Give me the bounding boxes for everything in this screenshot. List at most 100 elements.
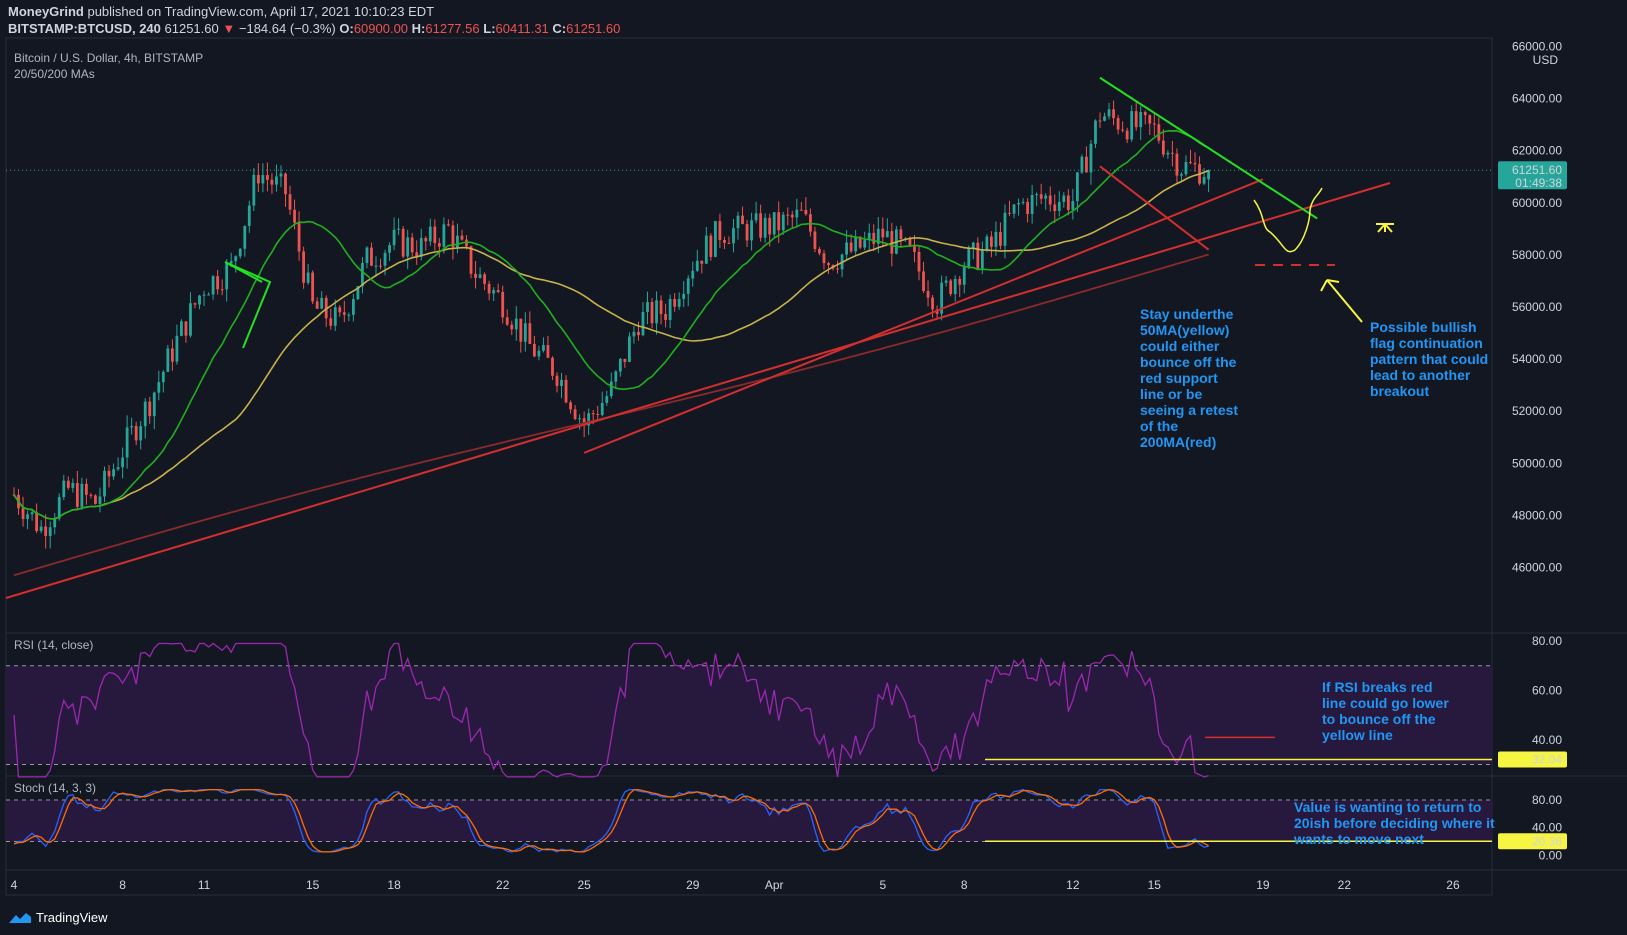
candle-body [433,226,437,244]
candle-body [442,224,446,247]
candle-body [623,358,627,362]
rsi-tick-label: 80.00 [1532,634,1562,648]
candle-body [931,297,934,310]
candle-body [57,497,61,519]
candle-body [1130,111,1134,140]
candle-body [736,215,740,229]
projected-path [1253,187,1323,253]
time-tick-label: 5 [879,878,886,892]
candle-body [474,273,477,278]
candle-body [854,236,858,252]
candle-body [1103,116,1106,121]
candle-body [207,294,210,296]
ma-20-line [13,129,1209,520]
candle-body [419,238,423,257]
candle-body [872,232,876,244]
red-flag-trendline[interactable] [1099,165,1210,251]
candle-body [189,303,192,336]
candle-body [1175,153,1179,176]
candle-body [890,231,894,254]
candle-body [98,496,102,504]
candle-body [157,382,161,393]
candle-body [401,228,405,257]
time-tick-label: 22 [496,878,510,892]
candle-body [216,276,220,290]
candle-body [858,236,862,248]
candle-body [265,175,269,180]
green-flag-trendline[interactable] [1099,76,1318,220]
candle-body [125,427,129,458]
candle-body [415,252,419,257]
candle-body [397,228,401,230]
annotation-stoch: Value is wanting to return to 20ish befor… [1293,799,1495,847]
candle-body [664,314,668,320]
stoch-value-label: 20.36 [1532,834,1562,848]
candle-body [84,483,88,495]
candle-body [48,527,52,536]
candle-body [1080,156,1084,173]
candle-body [962,267,966,285]
candle-body [166,348,170,372]
candle-body [342,312,346,315]
candle-body [1207,170,1211,180]
candle-body [21,508,25,520]
long-red-trendline[interactable] [5,182,1391,599]
candle-body [994,231,998,247]
candle-body [370,247,373,266]
candle-body [1157,124,1161,141]
candle-body [1062,195,1066,202]
candle-body [1134,111,1138,128]
candle-body [53,518,57,528]
candle-body [388,245,391,253]
candle-body [876,228,880,244]
rsi-pane: RSI (14, close) [6,638,1492,778]
candle-body [121,457,125,468]
candle-body [487,283,491,294]
candle-body [718,221,722,240]
candle-body [976,242,980,269]
candle-body [745,224,749,241]
candle-body [116,467,120,470]
candle-body [424,238,428,242]
candle-body [288,194,292,210]
candle-body [510,324,514,330]
price-tick-label: 54000.00 [1512,352,1562,366]
candle-body [790,214,794,218]
annotation-bullish-flag: Possible bullish flag continuation pattern… [1370,319,1488,399]
candle-body [238,248,242,257]
candle-body [564,379,568,403]
candle-body [184,321,188,336]
candle-body [94,495,97,504]
tradingview-footer[interactable]: TradingView [8,910,108,925]
candle-body [573,409,577,419]
candle-body [383,252,387,266]
candle-body [519,318,523,342]
red-support-trendline[interactable] [583,178,1264,454]
candle-body [704,235,708,264]
candle-body [66,480,70,488]
candle-body [985,236,989,250]
candle-body [338,307,342,313]
stoch-pane: Stoch (14, 3, 3) [6,781,1492,853]
candle-body [379,265,382,267]
candle-body [460,235,464,240]
open-value: 60900.00 [353,21,409,36]
price-tick-label: 64000.00 [1512,92,1562,106]
candle-body [437,243,441,247]
candle-body [275,176,278,185]
time-tick-label: 29 [686,878,700,892]
candle-body [134,426,138,441]
candle-body [365,247,369,263]
time-tick-label: 25 [577,878,591,892]
time-tick-label: 19 [1256,878,1270,892]
rsi-value-label: 32.04 [1532,752,1562,766]
time-tick-label: 22 [1338,878,1352,892]
candle-body [1071,201,1075,211]
author-name[interactable]: MoneyGrind [8,4,84,19]
tradingview-brand: TradingView [36,910,108,925]
candle-body [456,235,459,248]
close-label: C: [552,21,567,36]
candle-body [198,295,201,305]
candle-body [989,236,993,247]
